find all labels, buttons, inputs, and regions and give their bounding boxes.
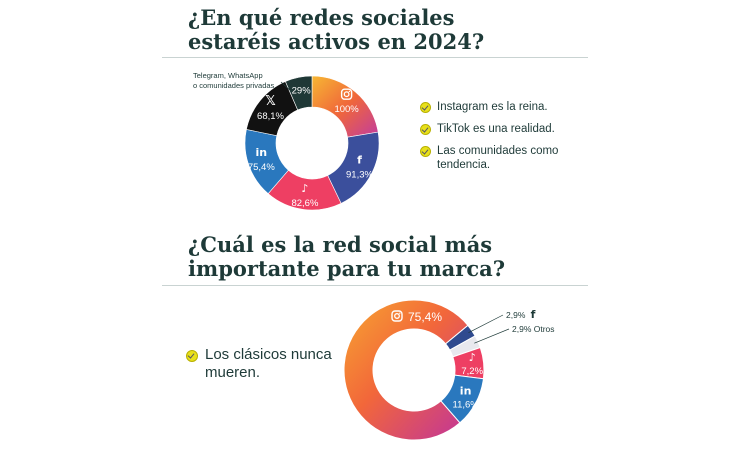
highlight-item: TikTok es una realidad. xyxy=(420,122,620,136)
chart-2-highlight: Los clásicos nunca mueren. xyxy=(186,346,346,382)
chart-2-donut: 75,4% 2,9% f 2,9% Otros ♪ 7,2% in 11,6% xyxy=(343,299,555,441)
divider xyxy=(162,285,588,286)
data-label: 82,6% xyxy=(291,198,318,209)
data-label: 100% xyxy=(334,104,359,115)
callout-label: o comunidades privadas. xyxy=(193,81,276,90)
callout-line xyxy=(280,81,293,93)
data-label: 75,4% xyxy=(248,162,275,173)
check-icon xyxy=(420,102,431,113)
linkedin-icon: in xyxy=(460,385,472,398)
facebook-icon: f xyxy=(357,154,362,167)
chart-2-title: ¿Cuál es la red social más importante pa… xyxy=(188,232,506,281)
instagram-icon xyxy=(391,310,403,322)
linkedin-icon: in xyxy=(256,146,268,159)
tiktok-icon: ♪ xyxy=(301,182,308,195)
check-icon xyxy=(420,124,431,135)
data-label: 2,9% xyxy=(506,310,526,320)
chart-1-donut: 100% f 91,3% ♪ 82,6% in 75,4% 𝕏 68,1% 29% Telegram… xyxy=(193,71,380,211)
instagram-icon xyxy=(340,88,353,100)
callout-line xyxy=(468,314,504,334)
data-label: 68,1% xyxy=(257,111,284,122)
facebook-icon: f xyxy=(531,308,536,321)
highlight-item: Las comunidades como tendencia. xyxy=(420,144,620,172)
data-label: 29% xyxy=(292,86,312,97)
chart-1-highlights: Instagram es la reina. TikTok es una rea… xyxy=(420,100,620,180)
check-icon xyxy=(186,350,198,362)
highlight-item: Instagram es la reina. xyxy=(420,100,620,114)
check-icon xyxy=(420,146,431,157)
x-icon: 𝕏 xyxy=(265,94,276,109)
tiktok-icon: ♪ xyxy=(469,351,476,364)
data-label: 11,6% xyxy=(452,400,479,411)
slice-instagram xyxy=(343,299,469,441)
callout-line xyxy=(474,328,510,344)
callout-label: Telegram, WhatsApp xyxy=(193,71,263,80)
slice-telegram xyxy=(285,75,313,111)
data-label: 91,3% xyxy=(346,170,373,181)
divider xyxy=(162,57,588,58)
data-label: 7,2% xyxy=(461,366,483,377)
slice-linkedin xyxy=(440,374,485,424)
data-label: 75,4% xyxy=(408,310,442,324)
chart-1-title: ¿En qué redes sociales estaréis activos … xyxy=(188,5,485,54)
data-label: 2,9% Otros xyxy=(512,324,555,334)
